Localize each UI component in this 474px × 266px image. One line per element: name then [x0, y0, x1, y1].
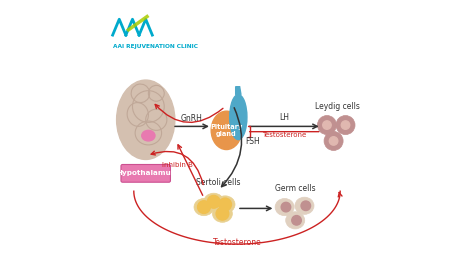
Ellipse shape: [230, 95, 247, 140]
FancyArrowPatch shape: [249, 124, 317, 128]
Circle shape: [281, 202, 291, 212]
Text: GnRH: GnRH: [181, 114, 203, 123]
Text: LH: LH: [279, 113, 289, 122]
FancyArrowPatch shape: [151, 151, 203, 185]
Circle shape: [216, 207, 229, 220]
Text: FSH: FSH: [246, 136, 260, 146]
Ellipse shape: [212, 205, 232, 222]
FancyArrowPatch shape: [175, 124, 207, 128]
Text: Sertoli cells: Sertoli cells: [196, 178, 241, 187]
Text: Testosterone: Testosterone: [213, 238, 261, 247]
Circle shape: [292, 215, 301, 225]
Circle shape: [198, 201, 210, 213]
FancyArrowPatch shape: [178, 145, 203, 195]
Ellipse shape: [142, 130, 155, 141]
FancyArrowPatch shape: [155, 105, 223, 122]
Ellipse shape: [286, 212, 305, 229]
Text: Hypothalamus: Hypothalamus: [116, 170, 175, 176]
FancyArrowPatch shape: [221, 108, 242, 187]
Ellipse shape: [117, 80, 175, 159]
Ellipse shape: [295, 197, 314, 214]
Circle shape: [207, 196, 220, 208]
Circle shape: [323, 121, 331, 129]
Text: Germ cells: Germ cells: [275, 184, 316, 193]
Circle shape: [324, 131, 343, 151]
FancyArrowPatch shape: [240, 206, 271, 211]
Circle shape: [336, 115, 355, 135]
Text: Leydig cells: Leydig cells: [315, 102, 360, 110]
Circle shape: [301, 201, 310, 210]
Circle shape: [318, 115, 337, 135]
Text: Testosterone: Testosterone: [262, 132, 306, 138]
Text: Pituitary
gland: Pituitary gland: [210, 124, 243, 137]
Circle shape: [329, 137, 338, 145]
Polygon shape: [236, 87, 241, 95]
Circle shape: [341, 121, 350, 129]
FancyArrowPatch shape: [338, 192, 342, 197]
Ellipse shape: [194, 198, 214, 216]
FancyBboxPatch shape: [121, 164, 171, 182]
Ellipse shape: [275, 198, 294, 216]
Ellipse shape: [211, 111, 242, 149]
Ellipse shape: [215, 196, 235, 213]
Ellipse shape: [204, 193, 224, 210]
Text: Inhibin B: Inhibin B: [162, 163, 193, 168]
Text: AAI REJUVENATION CLINIC: AAI REJUVENATION CLINIC: [113, 44, 198, 49]
Circle shape: [219, 198, 231, 211]
